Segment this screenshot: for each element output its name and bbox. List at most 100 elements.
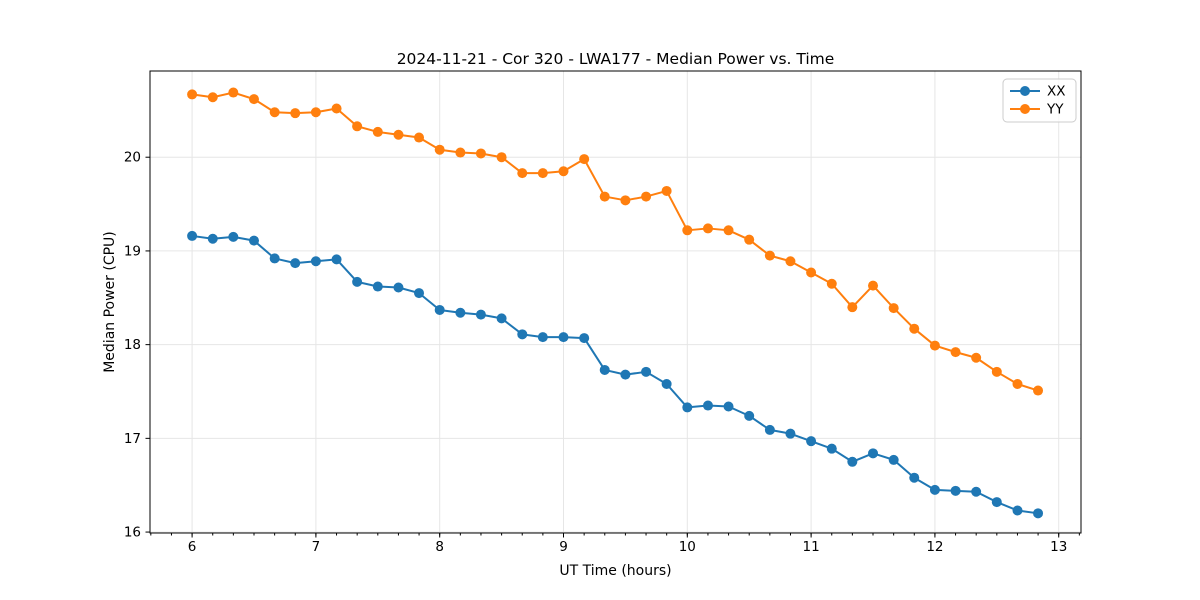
data-point-marker xyxy=(558,332,569,343)
data-point-marker xyxy=(248,235,259,246)
data-point-marker xyxy=(971,486,982,497)
data-point-marker xyxy=(991,366,1002,377)
data-point-marker xyxy=(744,234,755,245)
x-tick-label: 9 xyxy=(559,539,568,555)
series-yy-line xyxy=(191,91,1040,392)
data-point-marker xyxy=(414,288,425,299)
data-point-marker xyxy=(661,185,672,196)
data-point-marker xyxy=(372,126,383,137)
data-point-marker xyxy=(929,340,940,351)
data-point-marker xyxy=(785,428,796,439)
data-point-marker xyxy=(826,443,837,454)
data-point-marker xyxy=(723,225,734,236)
data-point-marker xyxy=(1033,385,1044,396)
legend-sample-marker xyxy=(1020,104,1030,114)
data-point-marker xyxy=(475,309,486,320)
data-point-marker xyxy=(537,168,548,179)
legend-sample-marker xyxy=(1020,86,1030,96)
x-tick-label: 7 xyxy=(312,539,321,555)
data-point-marker xyxy=(764,424,775,435)
x-tick-label: 11 xyxy=(803,539,820,555)
chart-title: 2024-11-21 - Cor 320 - LWA177 - Median P… xyxy=(396,50,835,68)
data-point-marker xyxy=(187,230,198,241)
x-tick-label: 6 xyxy=(188,539,197,555)
x-tick-label: 10 xyxy=(679,539,696,555)
data-point-marker xyxy=(868,280,879,291)
data-point-marker xyxy=(352,121,363,132)
y-tick-label: 20 xyxy=(124,150,141,166)
data-point-marker xyxy=(290,258,301,269)
data-point-marker xyxy=(682,402,693,413)
data-point-marker xyxy=(393,129,404,140)
legend-label: YY xyxy=(1046,102,1064,118)
data-point-marker xyxy=(1012,378,1023,389)
data-point-marker xyxy=(434,304,445,315)
data-point-marker xyxy=(579,333,590,344)
data-point-marker xyxy=(517,168,528,179)
data-point-marker xyxy=(475,148,486,159)
data-point-marker xyxy=(579,154,590,165)
legend-label: XX xyxy=(1047,84,1066,100)
data-point-marker xyxy=(991,497,1002,508)
data-point-marker xyxy=(909,472,920,483)
data-point-marker xyxy=(207,92,218,103)
data-point-marker xyxy=(269,253,280,264)
data-point-marker xyxy=(434,144,445,155)
data-point-marker xyxy=(847,456,858,467)
data-point-marker xyxy=(764,250,775,261)
data-point-marker xyxy=(496,152,507,163)
y-tick-label: 16 xyxy=(124,525,141,541)
data-point-marker xyxy=(929,484,940,495)
data-point-marker xyxy=(620,369,631,380)
data-point-marker xyxy=(620,195,631,206)
data-point-marker xyxy=(558,166,569,177)
data-point-marker xyxy=(372,281,383,292)
data-point-marker xyxy=(909,323,920,334)
data-point-marker xyxy=(1033,508,1044,519)
y-tick-label: 19 xyxy=(124,243,141,259)
y-axis-label: Median Power (CPU) xyxy=(102,231,118,373)
data-point-marker xyxy=(310,107,321,118)
data-point-marker xyxy=(641,191,652,202)
data-point-marker xyxy=(228,87,239,98)
data-point-marker xyxy=(785,256,796,267)
data-point-marker xyxy=(331,254,342,265)
data-point-marker xyxy=(537,332,548,343)
data-point-marker xyxy=(599,364,610,375)
data-point-marker xyxy=(888,454,899,465)
x-tick-label: 8 xyxy=(435,539,444,555)
legend: XX YY xyxy=(1002,78,1077,123)
data-point-marker xyxy=(455,307,466,318)
series-xx-line xyxy=(191,234,1040,515)
data-point-marker xyxy=(496,313,507,324)
tick-labels: 6 7 8 9 10 11 12 13 16 17 18 19 20 xyxy=(124,150,1067,555)
series-yy xyxy=(187,87,1044,396)
data-point-marker xyxy=(971,352,982,363)
data-point-marker xyxy=(950,347,961,358)
data-point-marker xyxy=(806,436,817,447)
data-point-marker xyxy=(248,94,259,105)
data-point-marker xyxy=(682,225,693,236)
data-point-marker xyxy=(888,303,899,314)
data-point-marker xyxy=(290,108,301,119)
data-point-marker xyxy=(847,302,858,313)
data-point-marker xyxy=(187,89,198,100)
data-point-marker xyxy=(1012,505,1023,516)
data-point-marker xyxy=(269,107,280,118)
data-point-marker xyxy=(352,276,363,287)
data-point-marker xyxy=(744,410,755,421)
y-tick-label: 17 xyxy=(124,431,141,447)
data-point-marker xyxy=(826,278,837,289)
data-point-marker xyxy=(331,103,342,114)
data-point-marker xyxy=(702,223,713,234)
data-point-marker xyxy=(207,233,218,244)
data-point-marker xyxy=(723,401,734,412)
data-point-marker xyxy=(517,329,528,340)
series-xx xyxy=(187,230,1044,519)
data-point-marker xyxy=(599,191,610,202)
x-tick-label: 13 xyxy=(1050,539,1067,555)
data-point-marker xyxy=(661,378,672,389)
data-point-marker xyxy=(806,267,817,278)
data-point-marker xyxy=(868,448,879,459)
